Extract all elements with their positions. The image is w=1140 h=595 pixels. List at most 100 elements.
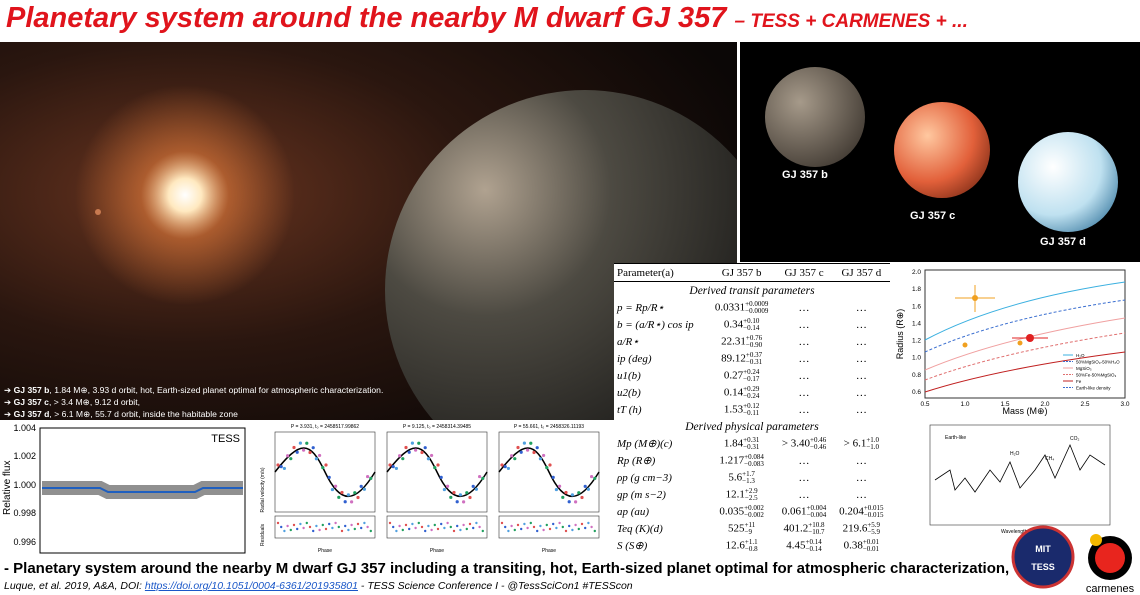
cell-error: +0.24 −0.17 [743, 368, 759, 383]
error-plus: +0.76 [745, 333, 763, 342]
rv-point [423, 446, 427, 450]
rv-point [282, 466, 286, 471]
rv-point [590, 474, 594, 479]
rv-model [386, 447, 488, 498]
legend-label: 50%Fe-50%MgSiO₃ [1076, 373, 1117, 378]
cell-value: 0.34 [723, 318, 744, 331]
table-cell: 219.6 +5.9 −5.9 [833, 520, 890, 537]
error-plus: +0.01 [862, 537, 880, 546]
table-cell: ap (au) [617, 505, 650, 518]
rv-point [388, 463, 392, 467]
residual-point [321, 523, 324, 527]
cell-error: +0.10 −0.14 [743, 317, 759, 332]
residual-point [276, 521, 280, 525]
error-plus: +0.46 [810, 435, 827, 444]
residual-point [481, 529, 484, 533]
planet-label: GJ 357 d [1040, 236, 1086, 248]
residual-point [312, 529, 315, 533]
table-cell: 0.0331 +0.0009 −0.0009 [708, 299, 776, 316]
planet-b [765, 67, 865, 167]
cell-value: 4.45 [786, 539, 806, 552]
rv-point [558, 484, 562, 488]
rv-point [337, 495, 341, 499]
rv-point [314, 457, 318, 461]
panel-title: P = 9.125, t₀ = 2458314.39485 [403, 424, 471, 430]
bullet-text: , > 3.4 M⊕, 9.12 d orbit, [48, 397, 140, 407]
bullet: ➔ GJ 357 c, > 3.4 M⊕, 9.12 d orbit, [4, 397, 140, 407]
panel-title: P = 55.661, t₀ = 2458326.11193 [514, 424, 584, 430]
residual-point [283, 529, 286, 533]
residual-point [443, 526, 446, 530]
residual-point [446, 521, 449, 525]
residual-point [536, 529, 539, 533]
doi-link[interactable]: https://doi.org/10.1051/0004-6361/201935… [144, 580, 358, 592]
cell-error: +1.1 −0.8 [744, 537, 758, 553]
residual-point [513, 528, 516, 532]
rv-point [532, 450, 536, 455]
transit-model [42, 487, 243, 493]
parameter-table: Parameter(a) GJ 357 b GJ 357 c GJ 357 d Deri… [614, 263, 890, 553]
axis-label: Mass (M⊕) [1002, 406, 1047, 416]
error-plus: +1.1 [744, 537, 758, 546]
rv-point [436, 463, 440, 467]
rv-point [538, 457, 543, 461]
rv-point [324, 463, 328, 467]
rv-point [516, 445, 520, 450]
planet-d [1018, 132, 1118, 232]
table-row: Teq (K)(d) 525 +11 −9 401.2 +10.8 −10.7 219.6 +5… [614, 520, 890, 537]
rv-point [458, 493, 462, 497]
residual-point [449, 525, 452, 529]
cell-error: +0.004 −0.004 [806, 503, 827, 519]
cell-value: > 6.1 [843, 437, 867, 450]
error-plus: +5.9 [867, 520, 881, 529]
section-row: Derived transit parameters [614, 282, 890, 300]
residual-point [580, 522, 584, 526]
error-plus: +11 [744, 520, 756, 529]
rv-point [401, 457, 405, 461]
residual-point [328, 522, 331, 526]
rv-point [327, 475, 331, 480]
tick-label: 0.998 [13, 508, 36, 518]
cell-value: 12.6 [725, 539, 745, 552]
tick-label: 1.2 [912, 338, 921, 345]
rv-point [321, 465, 325, 470]
residual-frame [498, 515, 600, 539]
error-plus: +0.004 [806, 503, 827, 512]
table-row: tT (h) 1.53 +0.12 −0.11…… [614, 401, 890, 418]
cell-error: +0.12 −0.11 [743, 402, 759, 417]
rv-point [394, 466, 398, 471]
tick-label: 1.6 [912, 303, 921, 310]
rv-point [295, 450, 299, 454]
rv-point [462, 500, 466, 504]
cell-error: +0.0009 −0.0009 [745, 300, 768, 315]
cell-error: +0.01 −0.01 [862, 537, 880, 553]
residual-point [427, 524, 430, 528]
table-cell: … [855, 352, 867, 365]
residual-point [299, 522, 302, 526]
rv-point [510, 454, 514, 458]
residual-point [363, 521, 366, 525]
rv-point [311, 446, 315, 450]
residual-point [292, 523, 296, 527]
rv-model [274, 447, 376, 498]
residual-point [395, 529, 398, 533]
tick-label: 0.6 [912, 389, 921, 396]
bullet-text: , 1.84 M⊕, 3.93 d orbit, hot, Earth-size… [49, 385, 384, 395]
cell-value: 0.27 [723, 369, 744, 382]
table-cell: … [798, 335, 810, 348]
tick-label: 3.0 [1120, 401, 1129, 408]
rv-point [398, 454, 402, 458]
residual-point [465, 527, 468, 531]
axis-label: Phase [430, 548, 444, 554]
bullet: ➔ GJ 357 b, 1.84 M⊕, 3.93 d orbit, hot, … [4, 385, 384, 395]
residual-point [568, 524, 571, 528]
error-minus: −0.004 [806, 510, 827, 519]
cell-value: 525 [728, 522, 745, 535]
tick-label: 1.4 [912, 320, 921, 327]
table-cell: S (S⊕) [617, 540, 648, 552]
rv-point [506, 466, 510, 471]
residual-point [417, 521, 420, 525]
residual-point [459, 528, 462, 532]
residual-point [475, 521, 478, 525]
tick-label: 2.0 [912, 269, 921, 276]
